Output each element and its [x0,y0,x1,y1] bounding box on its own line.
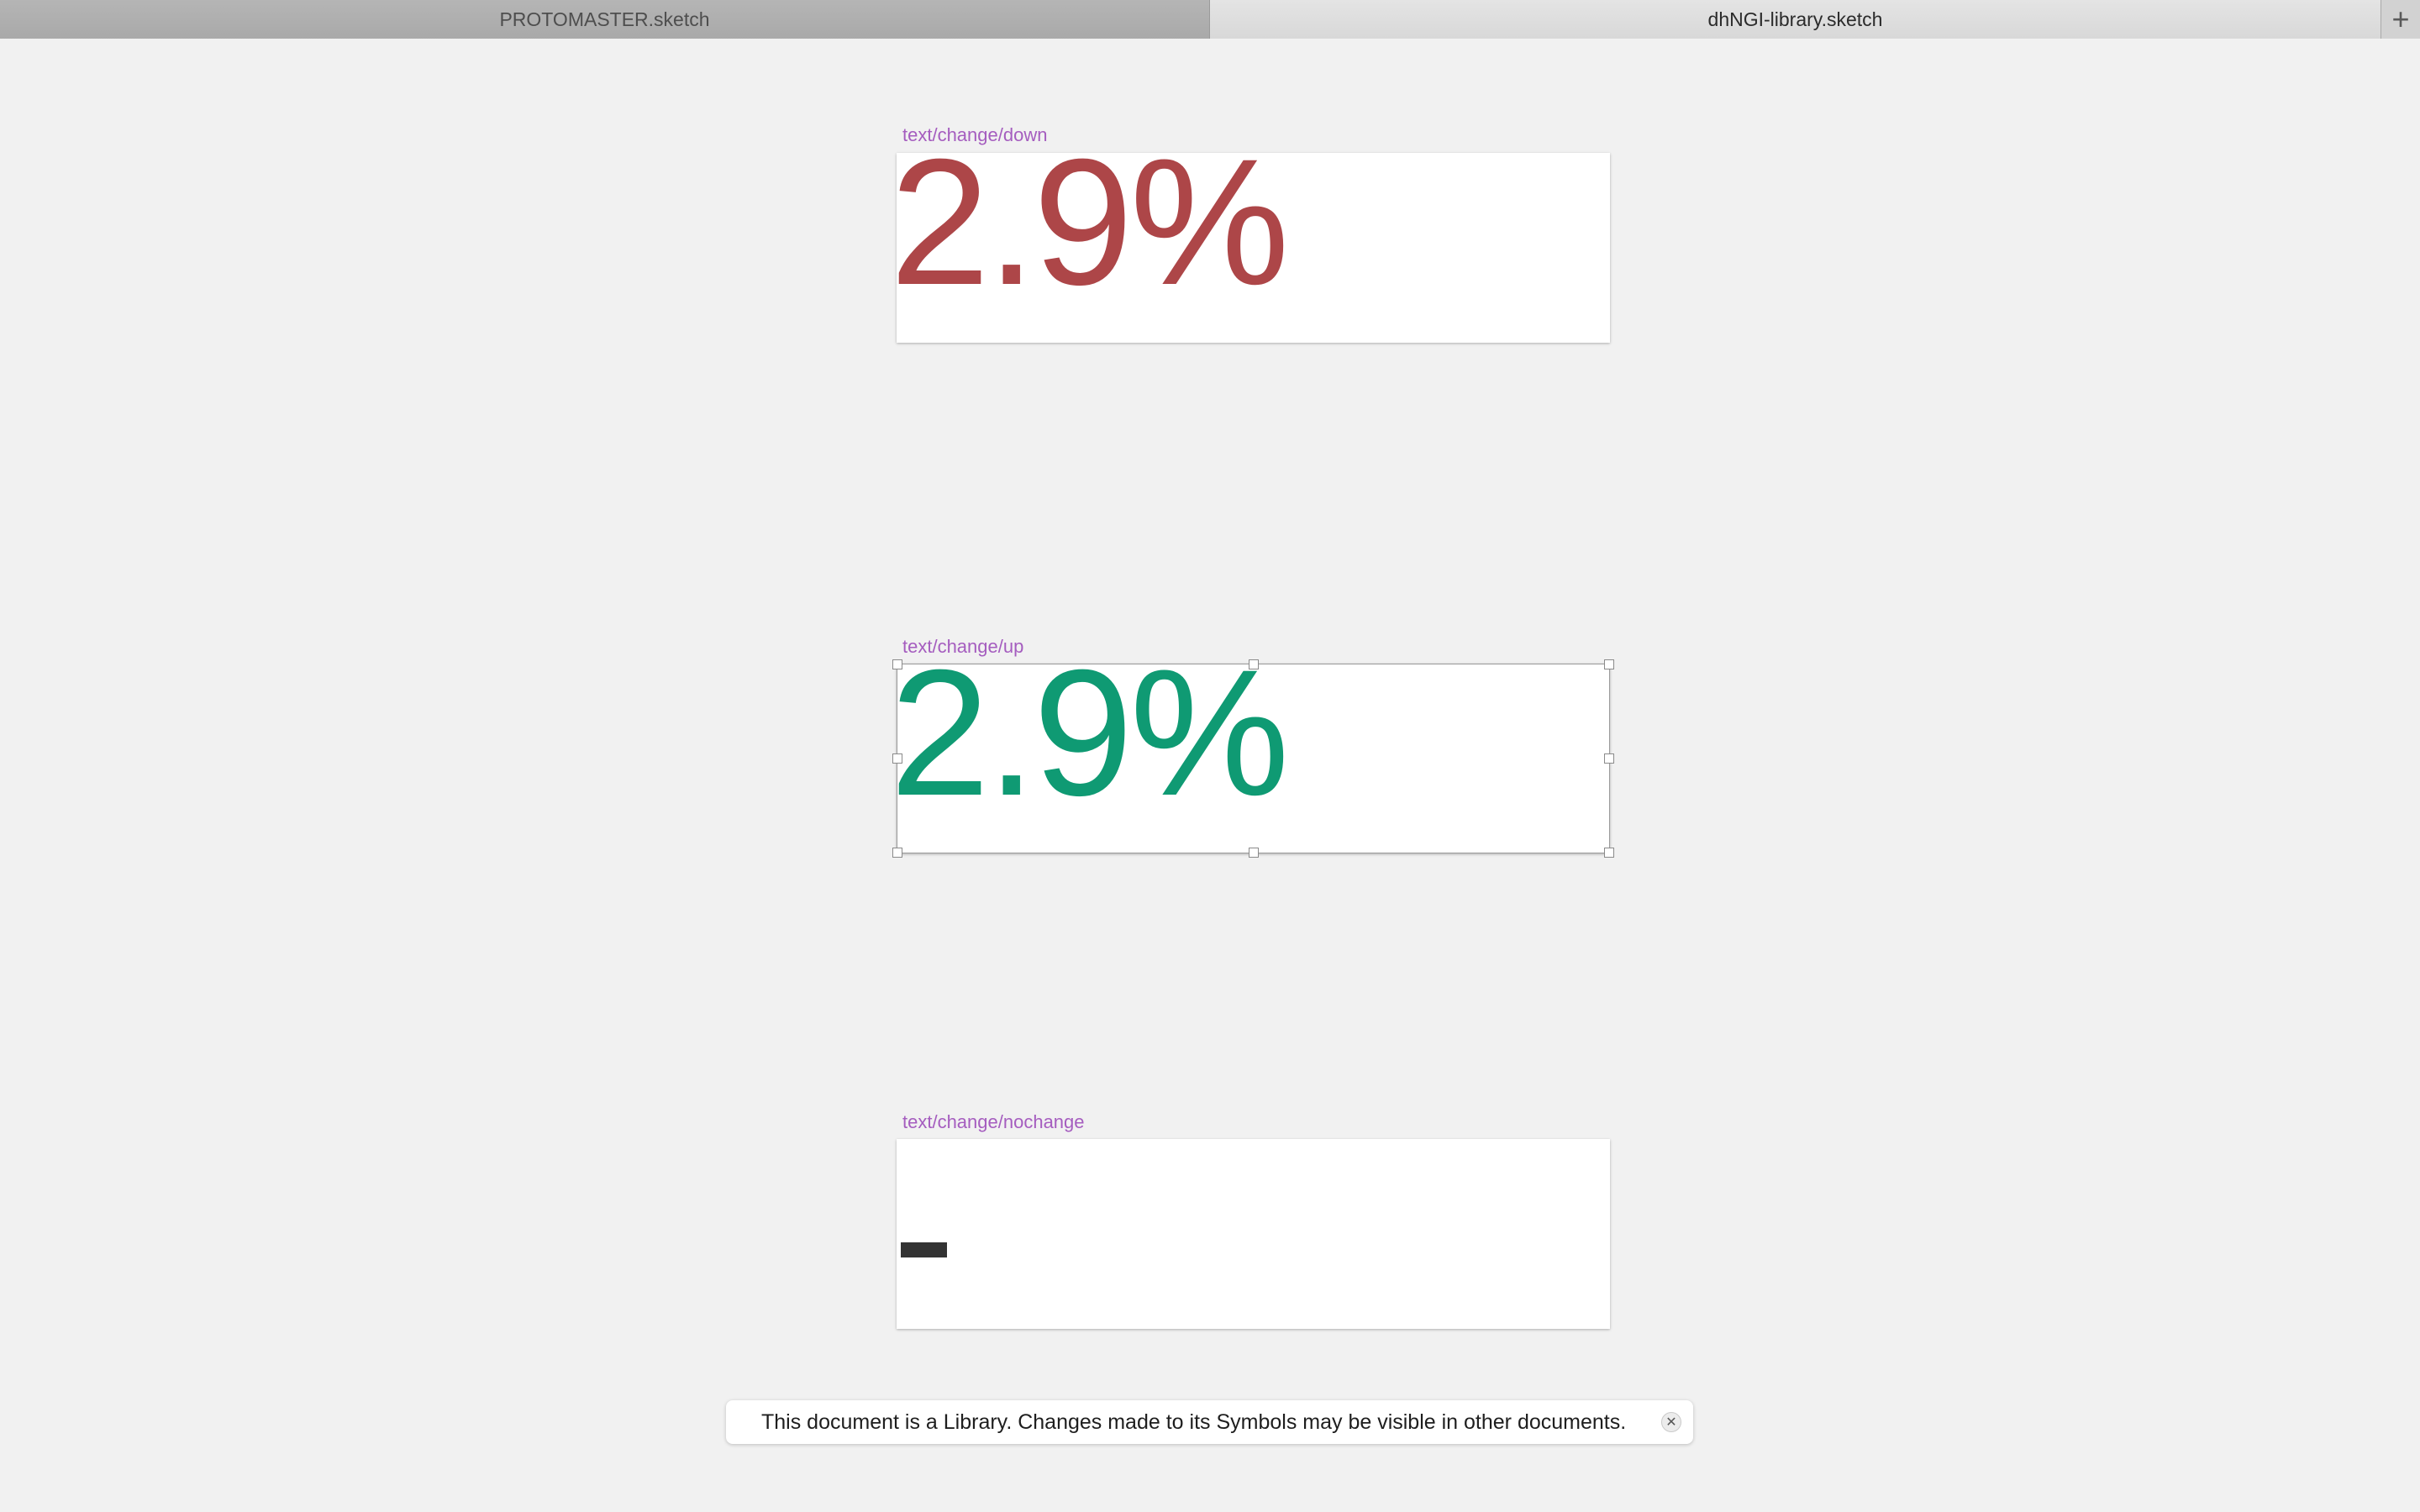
plus-icon: + [2391,2,2410,36]
artboard-title-nochange[interactable]: text/change/nochange [902,1111,1085,1132]
artboard-change-up[interactable]: 2.9% [897,664,1610,853]
tab-label: dhNGI-library.sketch [1707,8,1883,30]
artboard-change-nochange[interactable] [897,1139,1610,1329]
change-value-down[interactable]: 2.9% [897,153,1290,323]
tab-label: PROTOMASTER.sketch [499,8,710,30]
canvas[interactable]: text/change/down 2.9% text/change/up 2.9… [0,39,2420,1512]
change-value-up[interactable]: 2.9% [897,664,1290,833]
nochange-dash[interactable] [901,1242,947,1257]
tab-bar: PROTOMASTER.sketch dhNGI-library.sketch … [0,0,2420,39]
library-notice-text: This document is a Library. Changes made… [761,1410,1627,1434]
library-notice-banner: This document is a Library. Changes made… [726,1400,1693,1444]
close-icon[interactable]: ✕ [1661,1412,1681,1432]
tab-dhngi-library[interactable]: dhNGI-library.sketch [1210,0,2381,39]
artboard-title-down[interactable]: text/change/down [902,124,1048,145]
artboard-change-down[interactable]: 2.9% [897,153,1610,343]
artboard-title-up[interactable]: text/change/up [902,636,1024,657]
tab-protomaster[interactable]: PROTOMASTER.sketch [0,0,1210,39]
add-tab-button[interactable]: + [2381,0,2420,39]
